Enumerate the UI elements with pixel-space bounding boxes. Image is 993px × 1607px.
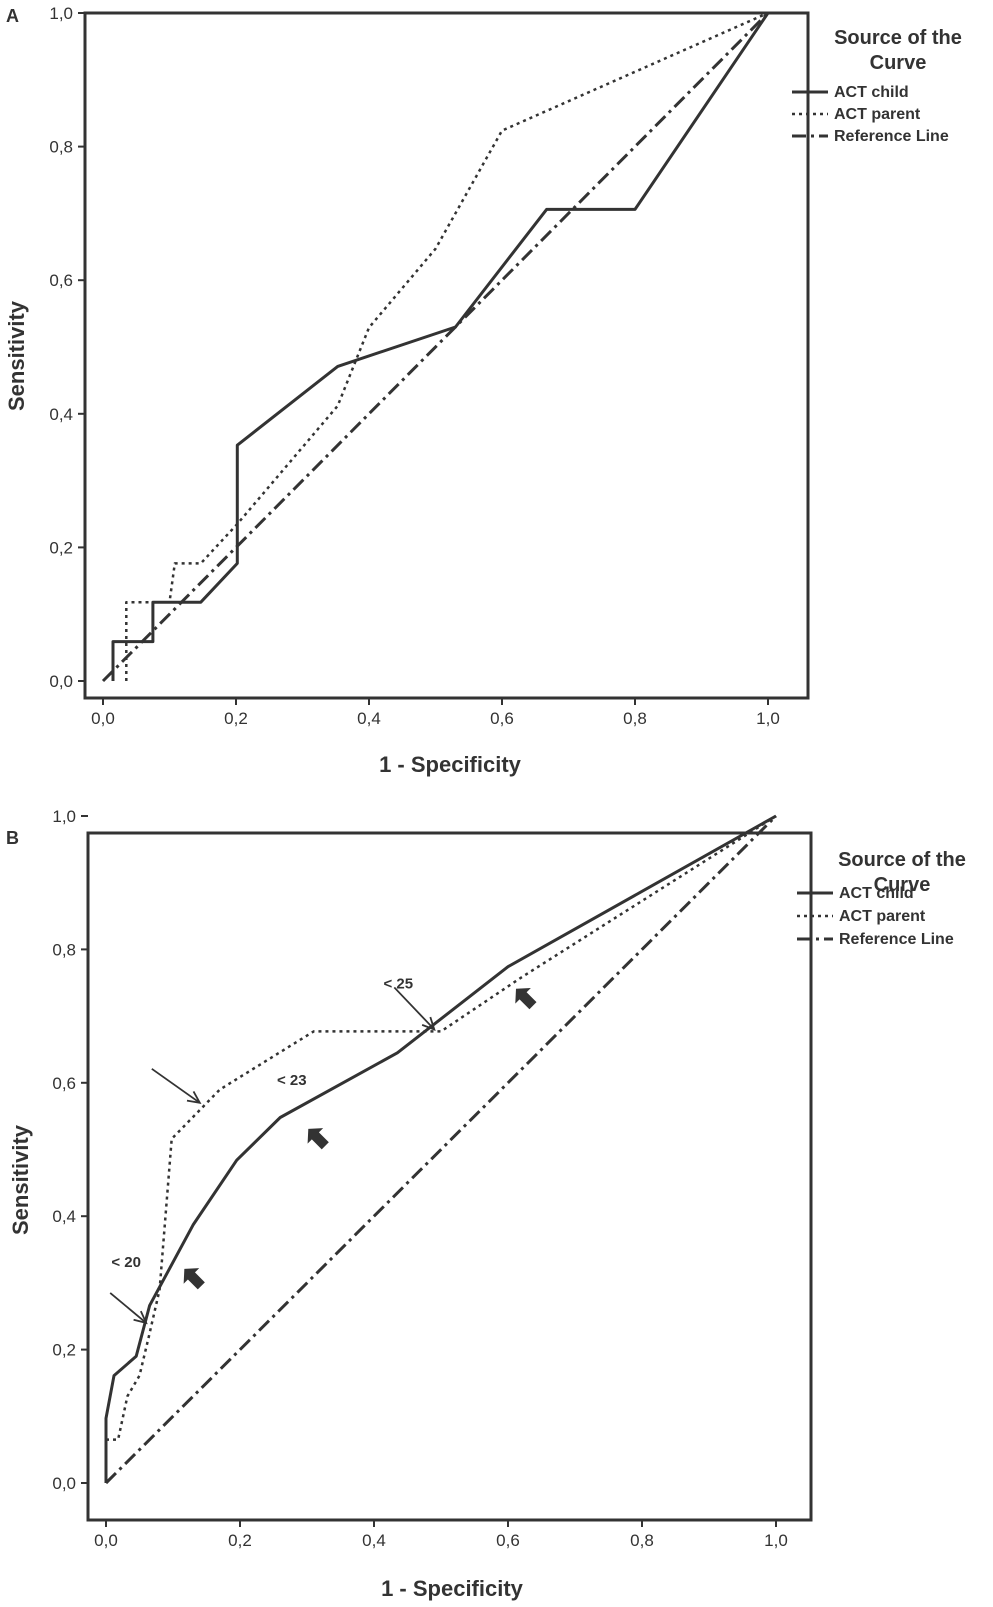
cutoff-label: < 20	[111, 1254, 141, 1271]
panel-a-legend-title-line: Curve	[870, 52, 927, 74]
cutoff-bold-arrow	[307, 1128, 329, 1150]
panel-a-y-tick-label: 0,0	[49, 672, 73, 691]
panel-a-x-tick-label: 0,6	[490, 709, 514, 728]
panel-a-plot-frame	[83, 11, 810, 700]
panel-b-chart: B 0,0 0,2 0,4 0,6 0,8 1,0 0,0 0,2 0,4 0,6 0,8 1,0 <…	[6, 807, 966, 1601]
cutoff-pointer-arrow	[393, 986, 435, 1031]
panel-a-y-axis-title: Sensitivity	[4, 300, 29, 411]
panel-a-legend-title: Source of the Curve	[834, 27, 962, 74]
panel-a-legend-label-reference-line: Reference Line	[834, 128, 949, 145]
panel-b-legend-label-act-child: ACT child	[839, 885, 914, 902]
panel-a-y-tick-label: 1,0	[49, 4, 73, 23]
panel-b-y-tick-label: 0,6	[52, 1074, 76, 1093]
panel-a-x-tick-label: 1,0	[756, 709, 780, 728]
panel-b-legend-title: Source of the Curve	[838, 849, 966, 896]
panel-a-y-tick-label: 0,4	[49, 405, 73, 424]
panel-b-y-tick-label: 0,2	[52, 1341, 76, 1360]
panel-b-x-tick-label: 0,8	[630, 1531, 654, 1550]
panel-b-series-reference-line	[104, 814, 778, 1485]
panel-a-legend-label-act-parent: ACT parent	[834, 106, 921, 123]
panel-b-y-tick-label: 0,4	[52, 1207, 76, 1226]
bold-arrow-icon	[183, 1268, 205, 1290]
panel-b-y-tick-label: 1,0	[52, 807, 76, 826]
panel-a-series-act-child	[111, 12, 770, 681]
panel-a-letter: A	[6, 6, 19, 26]
cutoff-label: < 25	[383, 975, 413, 992]
panel-b-legend-label-reference-line: Reference Line	[839, 931, 954, 948]
cutoff-pointer-arrowhead	[133, 1310, 148, 1325]
panel-b-series-act-parent	[106, 814, 777, 1441]
panel-b-x-axis-title: 1 - Specificity	[381, 1576, 524, 1601]
panel-a-y-tick-label: 0,6	[49, 271, 73, 290]
cutoff-label: < 23	[277, 1072, 307, 1089]
panel-a-legend-title-line: Source of the	[834, 27, 962, 49]
panel-a-series-reference-line	[101, 11, 770, 683]
bold-arrow-icon	[307, 1128, 329, 1150]
panel-b-y-axis-title: Sensitivity	[8, 1124, 33, 1235]
panel-a-x-tick-label: 0,0	[91, 709, 115, 728]
cutoff-pointer-arrow	[109, 1292, 147, 1324]
bold-arrow-icon	[515, 988, 537, 1010]
panel-b-legend-title-line: Curve	[874, 874, 931, 896]
panel-b-letter: B	[6, 828, 19, 848]
panel-b-x-tick-label: 0,2	[228, 1531, 252, 1550]
panel-b-legend-title-line: Source of the	[838, 849, 966, 871]
panel-a-x-tick-label: 0,4	[357, 709, 381, 728]
panel-b-x-tick-label: 0,4	[362, 1531, 386, 1550]
cutoff-bold-arrow	[515, 988, 537, 1010]
panel-a-chart: A 0,0 0,2 0,4 0,6 0,8 1,0 0,0 0,2 0,4 0,6 0,8 1,0 1…	[4, 4, 962, 777]
panel-b-plot-frame	[86, 831, 813, 1522]
cutoff-pointer-arrow	[151, 1068, 201, 1104]
panel-b-x-tick-label: 0,0	[94, 1531, 118, 1550]
panel-a-y-tick-label: 0,2	[49, 538, 73, 557]
panel-b-legend: Source of the Curve ACT child ACT parent Re…	[797, 849, 966, 948]
cutoff-pointer-arrowhead	[421, 1016, 436, 1031]
panel-b-series-act-child	[104, 814, 777, 1483]
cutoff-pointer-arrowhead	[186, 1090, 202, 1105]
panel-b-y-tick-label: 0,8	[52, 940, 76, 959]
panel-a-legend-label-act-child: ACT child	[834, 84, 909, 101]
panel-a-x-tick-label: 0,8	[623, 709, 647, 728]
panel-b-legend-label-act-parent: ACT parent	[839, 908, 926, 925]
cutoff-bold-arrow	[183, 1268, 205, 1290]
panel-a-legend: Source of the Curve ACT child ACT parent Re…	[792, 27, 962, 145]
panel-b-y-tick-label: 0,0	[52, 1474, 76, 1493]
panel-a-y-tick-label: 0,8	[49, 138, 73, 157]
panel-b-x-tick-label: 0,6	[496, 1531, 520, 1550]
panel-a-series-act-parent	[125, 11, 769, 681]
panel-a-x-axis-title: 1 - Specificity	[379, 752, 522, 777]
panel-b-x-tick-label: 1,0	[764, 1531, 788, 1550]
panel-a-x-tick-label: 0,2	[224, 709, 248, 728]
